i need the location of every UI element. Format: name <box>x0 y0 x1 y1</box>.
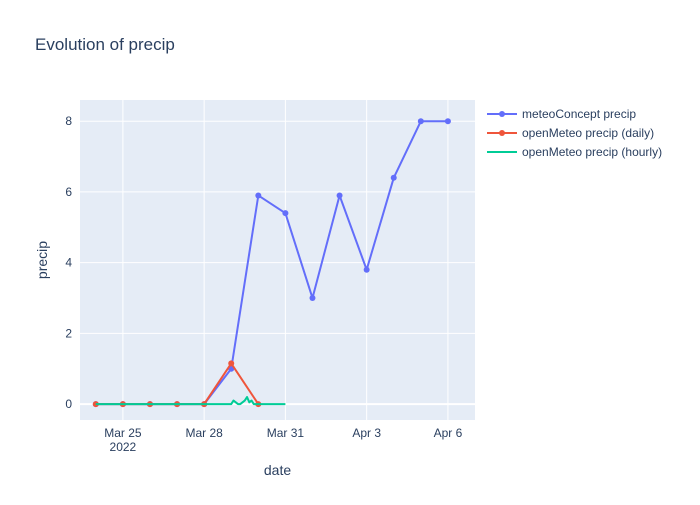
series-line <box>95 396 286 406</box>
data-point[interactable] <box>309 295 316 302</box>
x-tick-label: Mar 28 <box>185 426 223 440</box>
data-point[interactable] <box>417 118 424 125</box>
series-2 <box>95 396 286 406</box>
x-tick-label: Apr 3 <box>352 426 381 440</box>
y-tick-label: 2 <box>65 326 72 340</box>
data-point[interactable] <box>363 266 370 273</box>
legend-item[interactable]: openMeteo precip (daily) <box>487 126 654 140</box>
legend-swatch-marker <box>499 130 505 136</box>
data-point[interactable] <box>255 192 262 199</box>
data-point[interactable] <box>444 118 451 125</box>
legend[interactable]: meteoConcept precip openMeteo precip (dai… <box>487 107 662 159</box>
legend-label: meteoConcept precip <box>522 107 636 121</box>
data-point[interactable] <box>282 210 289 217</box>
data-point[interactable] <box>336 192 343 199</box>
x-tick-sublabel: 2022 <box>110 440 137 454</box>
x-axis-title: date <box>264 462 291 478</box>
y-tick-label: 6 <box>65 185 72 199</box>
data-point[interactable] <box>390 174 397 181</box>
series-layer <box>92 118 451 408</box>
legend-item[interactable]: openMeteo precip (hourly) <box>487 145 662 159</box>
chart-title: Evolution of precip <box>35 35 175 54</box>
y-tick-label: 0 <box>65 397 72 411</box>
y-tick-label: 8 <box>65 114 72 128</box>
y-axis-title: precip <box>34 241 50 279</box>
x-tick-label: Apr 6 <box>434 426 463 440</box>
y-tick-label: 4 <box>65 256 72 270</box>
legend-swatch-marker <box>499 111 505 117</box>
legend-label: openMeteo precip (daily) <box>522 126 654 140</box>
x-tick-label: Mar 31 <box>267 426 305 440</box>
legend-item[interactable]: meteoConcept precip <box>487 107 636 121</box>
data-point[interactable] <box>228 360 235 367</box>
plot-area <box>80 100 475 420</box>
x-tick-label: Mar 25 <box>104 426 142 440</box>
legend-label: openMeteo precip (hourly) <box>522 145 662 159</box>
